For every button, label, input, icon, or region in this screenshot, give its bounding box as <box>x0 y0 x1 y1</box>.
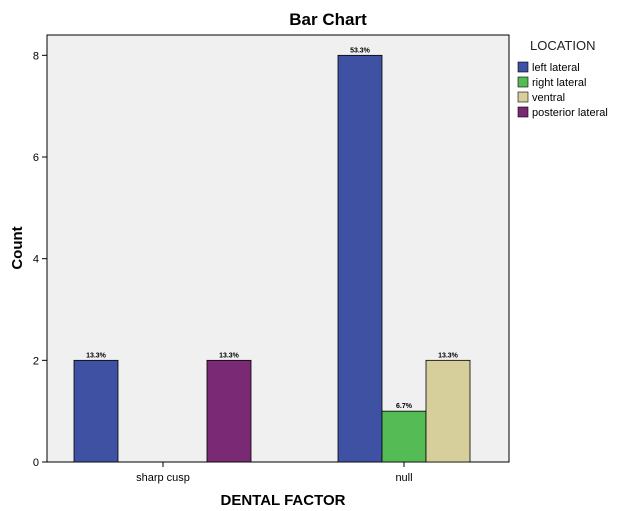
legend-label: posterior lateral <box>532 107 608 119</box>
bar-data-label: 13.3% <box>86 352 107 359</box>
legend-title: LOCATION <box>530 38 596 53</box>
y-tick-label: 0 <box>33 457 39 469</box>
legend-label: left lateral <box>532 62 580 74</box>
y-tick-label: 8 <box>33 50 39 62</box>
legend-swatch <box>517 61 529 73</box>
bar-data-label: 6.7% <box>396 403 413 410</box>
bar-data-label: 13.3% <box>219 352 240 359</box>
chart-title: Bar Chart <box>289 10 367 29</box>
bars <box>73 54 471 463</box>
y-tick-label: 2 <box>33 355 39 367</box>
legend-swatch <box>517 91 529 103</box>
bar-left-lateral-null <box>337 54 383 463</box>
x-axis-title: DENTAL FACTOR <box>220 492 345 509</box>
y-axis: 0 2 4 6 8 <box>33 50 47 469</box>
legend: LOCATION left lateral right lateral ventra… <box>517 38 608 119</box>
bar-ventral-null <box>425 359 471 463</box>
legend-label: ventral <box>532 92 565 104</box>
data-labels: 13.3% 13.3% 53.3% 6.7% 13.3% <box>86 47 459 410</box>
y-tick-label: 6 <box>33 152 39 164</box>
y-tick-label: 4 <box>33 254 39 266</box>
legend-swatch <box>517 106 529 118</box>
bar-left-lateral-sharp-cusp <box>73 359 119 463</box>
bar-data-label: 13.3% <box>438 352 459 359</box>
bar-right-lateral-null <box>381 410 427 463</box>
x-axis: sharp cusp null <box>136 462 413 484</box>
x-tick-label: sharp cusp <box>136 472 190 484</box>
legend-label: right lateral <box>532 77 586 89</box>
y-axis-title: Count <box>9 226 26 269</box>
bar-data-label: 53.3% <box>350 47 371 54</box>
x-tick-label: null <box>395 472 412 484</box>
bar-posterior-lateral-sharp-cusp <box>206 359 252 463</box>
legend-swatch <box>517 76 529 88</box>
